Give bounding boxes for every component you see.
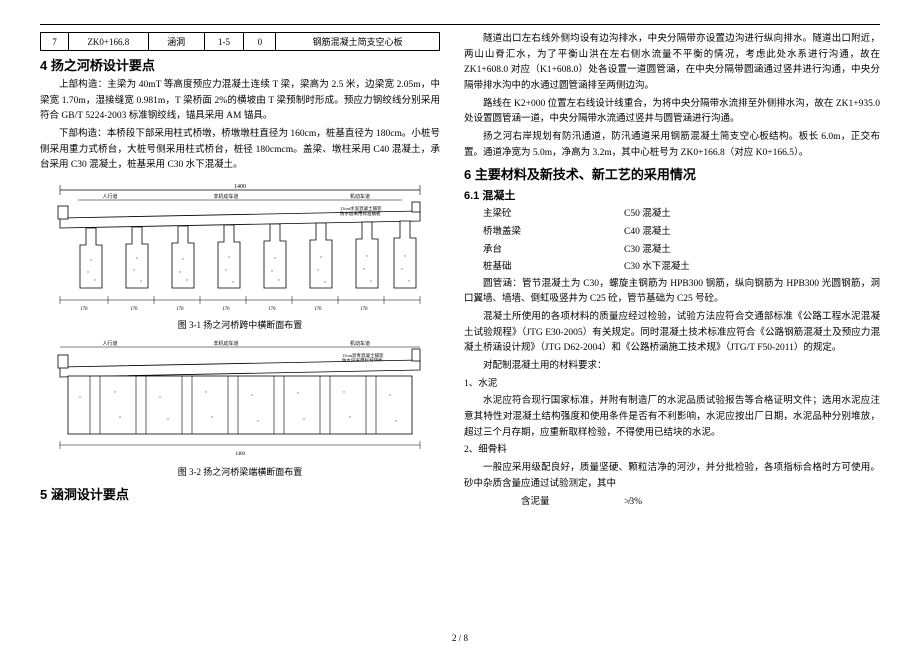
svg-text:170: 170 <box>268 307 276 312</box>
svg-text:170: 170 <box>80 307 88 312</box>
impurity-row: 含泥量 ≯3% <box>464 494 880 512</box>
bridge-cross-section-1: 1400 人行道 非机动车道 机动车道 13cm水泥混凝土铺装 防水层采用标准铺… <box>40 180 440 315</box>
material-value: C30 混凝土 <box>624 242 880 260</box>
figure-3-1: 1400 人行道 非机动车道 机动车道 13cm水泥混凝土铺装 防水层采用标准铺… <box>40 180 440 315</box>
section6-1-p3: 对配制混凝土用的材料要求： <box>464 359 880 375</box>
svg-text:170: 170 <box>360 307 368 312</box>
svg-text:人行道: 人行道 <box>102 340 117 347</box>
material-name: 桩基础 <box>464 259 624 277</box>
svg-text:1400: 1400 <box>234 184 246 190</box>
impurity-value: ≯3% <box>624 494 880 512</box>
material-name: 承台 <box>464 242 624 260</box>
impurity-label: 含泥量 <box>464 494 624 512</box>
material-value: C40 混凝土 <box>624 224 880 242</box>
svg-text:人行道: 人行道 <box>102 193 117 200</box>
caption-3-2: 图 3-2 扬之河桥梁端横断面布置 <box>40 465 440 478</box>
svg-text:机动车道: 机动车道 <box>350 340 370 347</box>
item2-body: 一般应采用级配良好，质量坚硬、颗粒洁净的河沙，并分批检验，各项指标合格时方可使用… <box>464 461 880 492</box>
section4-p1: 上部构造：主梁为 40mT 等高度预应力混凝土连续 T 梁，梁高为 2.5 米，… <box>40 78 440 125</box>
svg-text:非机动车道: 非机动车道 <box>213 193 238 200</box>
cell-station: ZK0+166.8 <box>68 33 148 51</box>
svg-text:170: 170 <box>314 307 322 312</box>
right-p3: 扬之河右岸规划有防汛通道，防汛通道采用钢筋混凝土简支空心板结构。板长 6.0m，… <box>464 130 880 161</box>
cell-angle: 0 <box>244 33 276 51</box>
section6-heading: 6 主要材料及新技术、新工艺的采用情况 <box>464 164 880 183</box>
page-footer: 2 / 8 <box>0 633 920 643</box>
item2-title: 2、细骨料 <box>464 443 880 459</box>
material-row: 主梁砼 C50 混凝土 <box>464 206 880 224</box>
svg-text:非机动车道: 非机动车道 <box>213 340 238 347</box>
cell-span: 1-5 <box>204 33 244 51</box>
svg-text:防水层采用标准铺板: 防水层采用标准铺板 <box>340 210 381 217</box>
svg-text:机动车道: 机动车道 <box>350 193 370 200</box>
section6-1-p1: 圆管涵：管节混凝土为 C30，螺旋主钢筋为 HPB300 钢筋，纵向钢筋为 HP… <box>464 277 880 308</box>
section6-1-heading: 6.1 混凝土 <box>464 187 880 203</box>
right-p1: 隧道出口左右线外侧均设有边沟排水，中央分隔带亦设置边沟进行纵向排水。隧道出口附近… <box>464 32 880 95</box>
section4-p2: 下部构造：本桥段下部采用柱式桥墩，桥墩墩柱直径为 160cm，桩基直径为 180… <box>40 127 440 174</box>
svg-text:170: 170 <box>130 307 138 312</box>
svg-text:170: 170 <box>176 307 184 312</box>
section4-heading: 4 扬之河桥设计要点 <box>40 55 440 74</box>
item1-body: 水泥应符合现行国家标准，并附有制造厂的水泥品质试验报告等合格证明文件；选用水泥应… <box>464 394 880 441</box>
section6-1-p2: 混凝土所使用的各项材料的质量应经过检验，试验方法应符合交通部标准《公路工程水泥混… <box>464 310 880 357</box>
right-p2: 路线在 K2+000 位置左右线设计线重合，为将中央分隔带水流排至外侧排水沟，故… <box>464 97 880 128</box>
bridge-cross-section-2: 人行道 非机动车道 机动车道 13cm沥青混凝土铺装 防水层采用标准铺板 <box>40 337 440 462</box>
material-value: C50 混凝土 <box>624 206 880 224</box>
cell-structure: 钢筋混凝土简支空心板 <box>276 33 440 51</box>
materials-list: 主梁砼 C50 混凝土 桥墩盖梁 C40 混凝土 承台 C30 混凝土 桩基础 … <box>464 206 880 276</box>
svg-text:1400: 1400 <box>235 452 246 457</box>
material-row: 承台 C30 混凝土 <box>464 242 880 260</box>
material-value: C30 水下混凝土 <box>624 259 880 277</box>
cell-type: 涵洞 <box>148 33 204 51</box>
material-name: 桥墩盖梁 <box>464 224 624 242</box>
right-column: 隧道出口左右线外侧均设有边沟排水，中央分隔带亦设置边沟进行纵向排水。隧道出口附近… <box>464 32 880 612</box>
cell-index: 7 <box>41 33 69 51</box>
figure-3-2: 人行道 非机动车道 机动车道 13cm沥青混凝土铺装 防水层采用标准铺板 <box>40 337 440 462</box>
culvert-table-row: 7 ZK0+166.8 涵洞 1-5 0 钢筋混凝土简支空心板 <box>40 32 440 51</box>
caption-3-1: 图 3-1 扬之河桥跨中横断面布置 <box>40 318 440 331</box>
item1-title: 1、水泥 <box>464 377 880 393</box>
material-name: 主梁砼 <box>464 206 624 224</box>
material-row: 桩基础 C30 水下混凝土 <box>464 259 880 277</box>
section5-heading: 5 涵洞设计要点 <box>40 484 440 503</box>
svg-text:170: 170 <box>222 307 230 312</box>
left-column: 7 ZK0+166.8 涵洞 1-5 0 钢筋混凝土简支空心板 4 扬之河桥设计… <box>40 32 440 612</box>
material-row: 桥墩盖梁 C40 混凝土 <box>464 224 880 242</box>
